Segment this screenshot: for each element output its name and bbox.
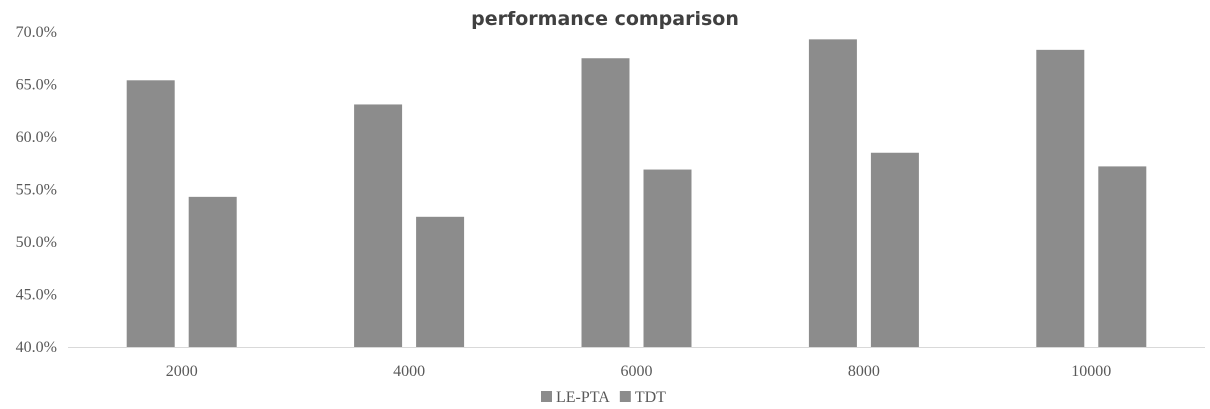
- legend-label-le-pta: LE-PTA: [556, 389, 610, 406]
- y-tick-label: 70.0%: [16, 24, 57, 41]
- bar-le-pta-6000: [581, 58, 630, 347]
- y-tick-label: 60.0%: [16, 129, 57, 146]
- bars: [126, 39, 1147, 348]
- bar-le-pta-10000: [1036, 49, 1085, 347]
- y-tick-label: 65.0%: [16, 77, 57, 94]
- x-tick-label: 8000: [848, 363, 880, 380]
- legend-swatch-le-pta: [541, 391, 552, 402]
- y-tick-label: 50.0%: [16, 234, 57, 251]
- y-tick-label: 55.0%: [16, 182, 57, 199]
- y-tick-label: 45.0%: [16, 287, 57, 304]
- x-tick-label: 10000: [1071, 363, 1111, 380]
- legend: LE-PTA TDT: [541, 389, 666, 406]
- bar-le-pta-2000: [126, 80, 175, 348]
- x-tick-label: 4000: [393, 363, 425, 380]
- bar-le-pta-8000: [808, 39, 857, 347]
- x-tick-label: 2000: [166, 363, 198, 380]
- bar-tdt-8000: [870, 152, 919, 347]
- y-tick-label: 40.0%: [16, 339, 57, 356]
- chart-title: performance comparison: [471, 8, 739, 30]
- bar-tdt-4000: [416, 216, 465, 347]
- bar-tdt-2000: [188, 196, 237, 347]
- bar-tdt-6000: [643, 169, 692, 347]
- bar-le-pta-4000: [354, 104, 403, 347]
- y-axis-ticks: 40.0% 45.0% 50.0% 55.0% 60.0% 65.0% 70.0%: [16, 24, 57, 356]
- legend-swatch-tdt: [619, 391, 631, 402]
- x-tick-label: 6000: [621, 363, 653, 380]
- legend-label-tdt: TDT: [635, 389, 666, 406]
- x-axis-ticks: 2000 4000 6000 8000 10000: [166, 363, 1112, 380]
- bar-tdt-10000: [1098, 166, 1147, 347]
